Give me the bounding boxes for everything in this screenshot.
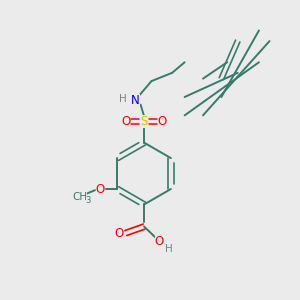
Text: O: O [155,235,164,248]
Text: CH: CH [72,192,87,202]
Text: O: O [115,226,124,239]
Text: O: O [96,182,105,196]
Text: S: S [140,115,148,128]
Text: N: N [131,94,140,107]
Text: O: O [158,115,167,128]
Text: 3: 3 [86,196,91,205]
Text: H: H [165,244,173,254]
Text: O: O [121,115,130,128]
Text: H: H [119,94,127,104]
